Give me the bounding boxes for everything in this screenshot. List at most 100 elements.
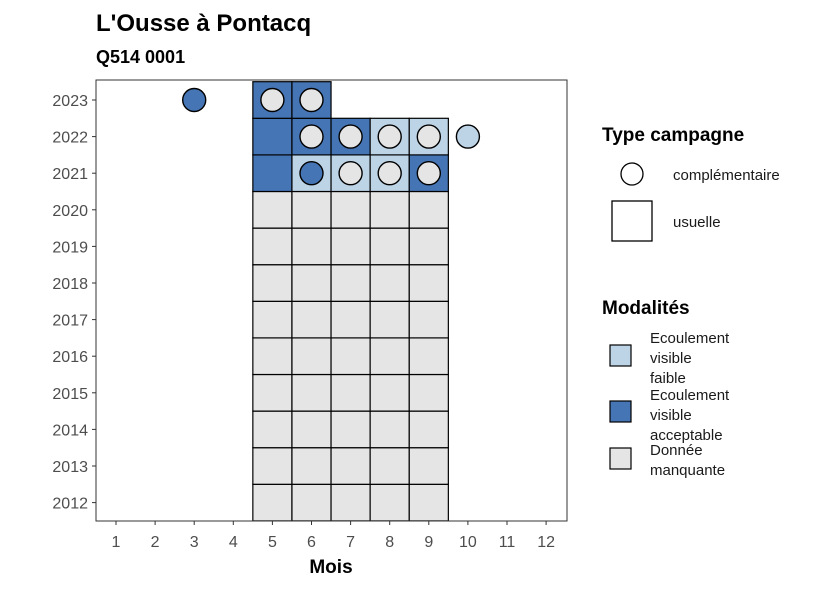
heatmap-cell — [408, 227, 449, 266]
heatmap-cell — [252, 264, 293, 302]
chart-title: L'Ousse à Pontacq — [96, 10, 311, 37]
legend-label-acceptable: Ecoulement — [650, 387, 730, 404]
heatmap-cell — [252, 447, 293, 485]
x-tick-label: 4 — [229, 534, 238, 551]
heatmap-cell — [252, 154, 293, 193]
heatmap-cell — [291, 227, 332, 266]
heatmap-cell — [369, 300, 410, 339]
x-tick-label: 7 — [346, 534, 355, 551]
heatmap-cell — [252, 117, 293, 156]
heatmap-cell — [291, 483, 332, 522]
y-axis: 2012 2013 2014 2015 2016 2017 2018 2019 2020 2021… — [52, 93, 96, 513]
y-tick-label: 2023 — [52, 93, 88, 110]
heatmap-cell — [330, 410, 371, 449]
x-tick-label: 6 — [307, 534, 316, 551]
campaign-point — [455, 124, 481, 149]
heatmap-cell — [330, 227, 371, 266]
x-axis-title: Mois — [309, 557, 352, 578]
campaign-point — [299, 160, 324, 186]
heatmap-cell — [369, 483, 410, 522]
y-tick-label: 2019 — [52, 239, 88, 256]
heatmap-cell — [330, 337, 371, 376]
campaign-point — [377, 160, 402, 186]
legend-label-manquante: manquante — [650, 462, 725, 479]
heatmap-cell — [369, 190, 410, 229]
legend-label-faible: visible — [650, 350, 692, 367]
heatmap-cell — [408, 190, 449, 229]
x-tick-label: 8 — [385, 534, 394, 551]
heatmap-cell — [408, 264, 449, 302]
heatmap-cell — [291, 190, 332, 229]
y-tick-label: 2012 — [52, 496, 88, 513]
legend-type-campagne: Type campagne complémentaire usuelle — [602, 125, 780, 242]
legend-key-acceptable — [609, 400, 632, 423]
heatmap-cell — [408, 337, 449, 376]
heatmap-cell — [252, 337, 293, 376]
legend-label-acceptable: acceptable — [650, 427, 723, 444]
x-axis: 1 2 3 4 5 6 7 8 9 10 11 12 — [112, 521, 555, 551]
heatmap-cell — [369, 337, 410, 376]
x-tick-label: 3 — [190, 534, 199, 551]
legend-label-usuelle: usuelle — [673, 214, 721, 231]
heatmap-cell — [330, 300, 371, 339]
x-tick-label: 5 — [268, 534, 277, 551]
x-tick-label: 12 — [537, 534, 555, 551]
x-tick-label: 10 — [459, 534, 477, 551]
heatmap-cell — [291, 373, 332, 412]
heatmap-cell — [369, 227, 410, 266]
heatmap-cell — [252, 190, 293, 229]
y-tick-label: 2017 — [52, 313, 88, 330]
x-tick-label: 9 — [424, 534, 433, 551]
heatmap-cell — [408, 300, 449, 339]
campaign-point — [299, 124, 324, 149]
legend-circle-key — [620, 162, 644, 186]
legend-modalites: Modalités EcoulementvisiblefaibleEcoulem… — [602, 298, 730, 479]
heatmap-cell — [330, 264, 371, 302]
heatmap-cell — [408, 410, 449, 449]
heatmap-cell — [252, 410, 293, 449]
campaign-point — [416, 124, 441, 149]
campaign-point — [260, 87, 285, 113]
y-tick-label: 2015 — [52, 386, 88, 403]
y-tick-label: 2018 — [52, 276, 88, 293]
heatmap-cell — [291, 337, 332, 376]
x-tick-label: 11 — [499, 534, 516, 551]
legend-label-acceptable: visible — [650, 407, 692, 424]
legend-label-faible: faible — [650, 370, 686, 387]
legend-key-faible — [609, 344, 632, 367]
heatmap-cell — [252, 373, 293, 412]
heatmap-cell — [408, 373, 449, 412]
heatmap-cell — [330, 447, 371, 485]
x-tick-label: 2 — [151, 534, 160, 551]
heatmap-cell — [252, 300, 293, 339]
y-tick-label: 2022 — [52, 130, 88, 147]
y-tick-label: 2021 — [52, 166, 88, 183]
heatmap-cell — [369, 447, 410, 485]
chart-subtitle: Q514 0001 — [96, 47, 185, 67]
legend-label-complementaire: complémentaire — [673, 167, 780, 184]
panel-border — [95, 79, 568, 522]
legend-label-manquante: Donnée — [650, 442, 703, 459]
heatmap-cells — [252, 81, 449, 522]
y-tick-label: 2013 — [52, 459, 88, 476]
heatmap-cell — [291, 264, 332, 302]
heatmap-cell — [252, 483, 293, 522]
heatmap-cell — [330, 373, 371, 412]
heatmap-cell — [369, 264, 410, 302]
campaign-point — [338, 124, 363, 149]
heatmap-cell — [369, 373, 410, 412]
y-tick-label: 2020 — [52, 203, 88, 220]
heatmap-cell — [369, 410, 410, 449]
campaign-point — [338, 160, 363, 186]
heatmap-cell — [408, 447, 449, 485]
campaign-point — [181, 87, 207, 113]
campaign-point — [299, 87, 324, 113]
campaign-point — [377, 124, 402, 149]
heatmap-cell — [408, 483, 449, 522]
heatmap-cell — [291, 300, 332, 339]
y-tick-label: 2016 — [52, 349, 88, 366]
legend-modalites-title: Modalités — [602, 298, 690, 319]
legend-label-faible: Ecoulement — [650, 330, 730, 347]
heatmap-cell — [330, 190, 371, 229]
